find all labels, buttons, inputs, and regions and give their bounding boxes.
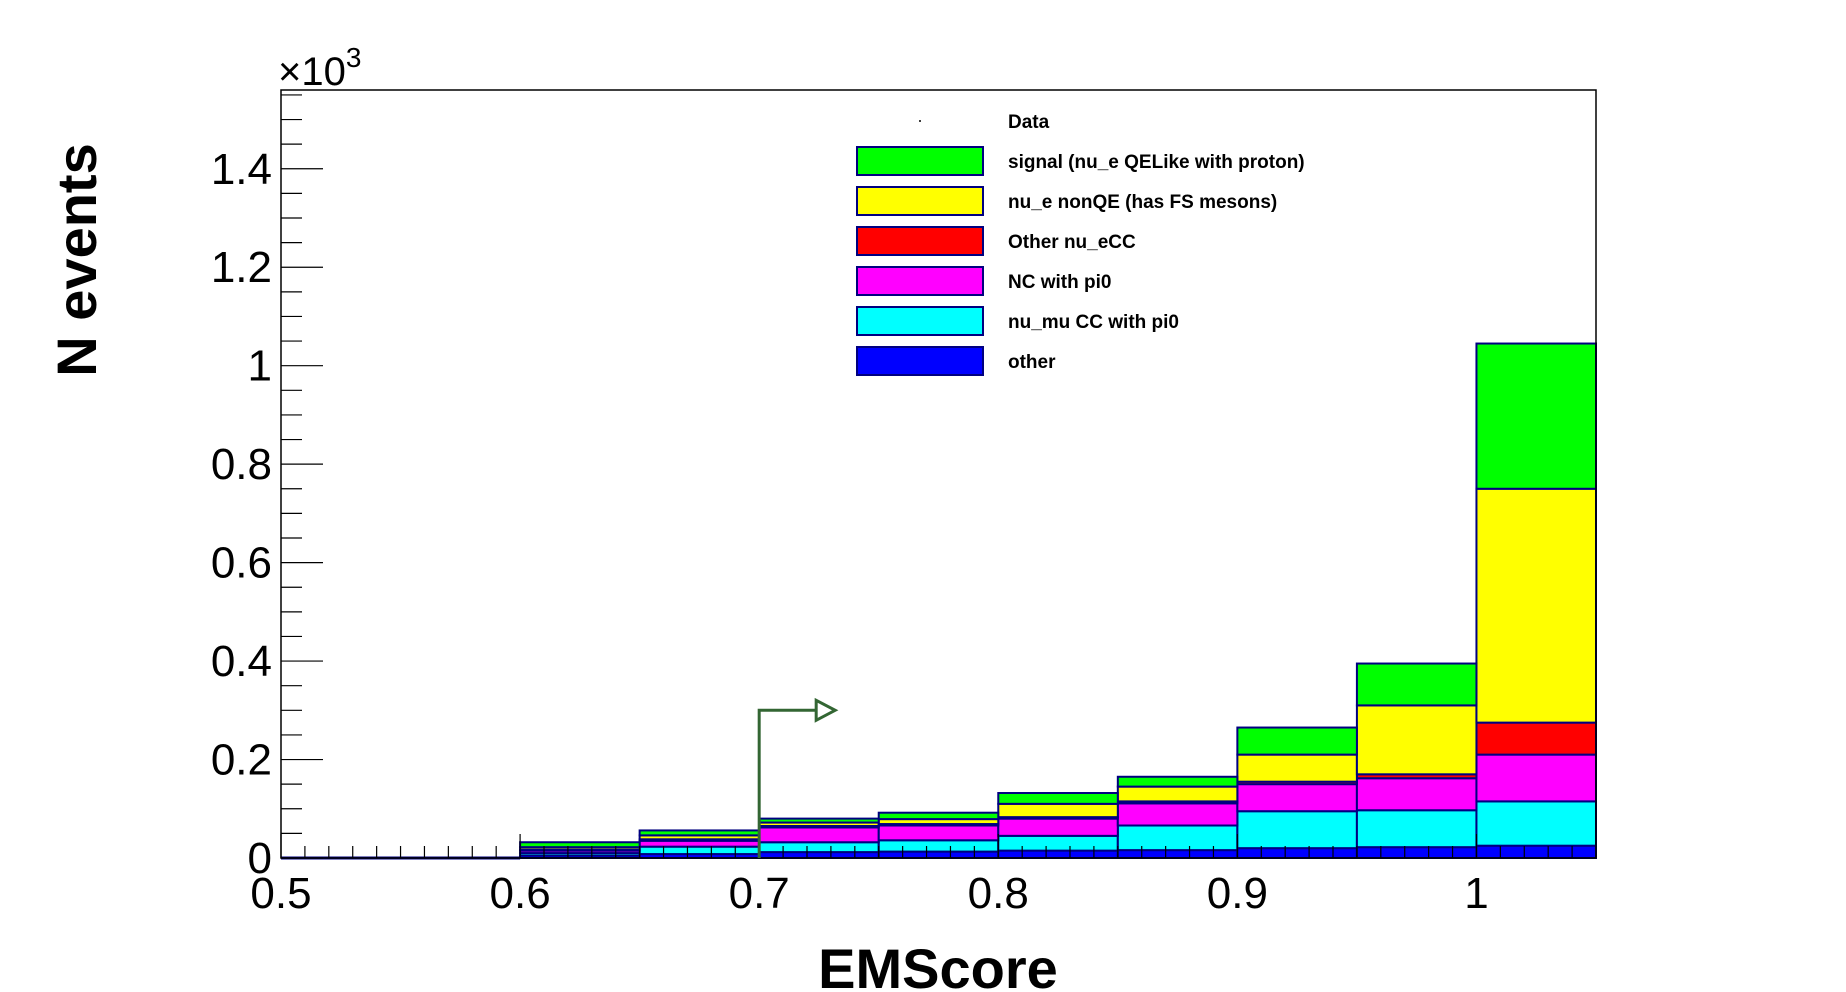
legend-label: signal (nu_e QELike with proton) [1008,152,1305,173]
bar [1355,809,1478,849]
bar [1236,726,1358,756]
legend-item: NC with pi0 [856,266,1111,296]
stacked-bars [281,342,1598,860]
bar [1355,704,1478,776]
bar [1236,847,1358,860]
plot-frame [280,89,1597,859]
legend-label: nu_e nonQE (has FS mesons) [1008,192,1277,213]
bar [758,817,880,824]
legend-label: NC with pi0 [1008,272,1111,293]
legend-label: Other nu_eCC [1008,232,1136,253]
bar [1116,802,1239,827]
y-tick-label: 1 [248,342,272,391]
bar [758,841,880,854]
legend-swatch [856,146,984,176]
bar [1475,342,1598,490]
legend: Data signal (nu_e QELike with proton) nu_e… [856,112,1305,376]
series-2 [519,753,1598,855]
bar [1116,849,1239,859]
bar [1475,844,1598,860]
bar [997,792,1119,805]
axes: 0.5 0.6 0.7 0.8 0.9 1 0 0.2 0.4 0.6 0.8 1 1.2 1.4 [211,94,1597,918]
legend-item: signal (nu_e QELike with proton) [856,146,1305,176]
legend-swatch [856,226,984,256]
x-tick-label: 0.7 [729,869,790,918]
y-multiplier-exponent: 3 [346,42,362,73]
y-tick-label: 0.8 [211,440,272,489]
legend-item: nu_mu CC with pi0 [856,306,1179,336]
x-tick-label: 0.8 [968,869,1029,918]
legend-item: Data [919,112,1050,133]
bar [1116,785,1239,803]
y-tick-label: 0 [248,834,272,883]
x-tick-label: 1 [1464,869,1488,918]
y-tick-label: 0.2 [211,736,272,785]
bar [1475,721,1598,756]
legend-item: Other nu_eCC [856,226,1136,256]
bar [877,824,1000,842]
legend-label: nu_mu CC with pi0 [1008,312,1179,333]
legend-swatch [856,306,984,336]
legend-label: other [1008,352,1056,373]
bar [1116,824,1239,852]
bar [997,802,1119,819]
cut-arrowhead [814,697,839,723]
y-multiplier: ×103 [278,42,361,94]
bar [1236,810,1358,850]
bar [758,826,880,844]
y-tick-label: 1.4 [211,145,272,194]
legend-marker [919,120,921,122]
bar [1116,775,1239,788]
bar [1475,753,1598,803]
legend-swatch [856,346,984,376]
bar [997,849,1119,859]
y-tick-label: 0.4 [211,637,272,686]
legend-label: Data [1008,112,1050,133]
series-5 [519,342,1598,849]
x-axis-label: EMScore [818,937,1058,992]
y-axis-label: N events [45,143,108,376]
y-multiplier-base: ×10 [278,50,346,94]
bar [1236,753,1358,783]
bar [638,829,761,837]
x-tick-label: 0.9 [1207,869,1268,918]
bar [997,834,1119,852]
bar [997,817,1119,837]
bar [519,841,641,849]
y-tick-label: 0.6 [211,539,272,588]
legend-item: other [856,346,1056,376]
bar [877,839,1000,853]
bar [1355,777,1478,812]
legend-swatch [856,266,984,296]
bar [1475,487,1598,724]
legend-item: nu_e nonQE (has FS mesons) [856,186,1277,216]
x-tick-label: 0.6 [490,869,551,918]
bar [1355,846,1478,860]
bar [1475,800,1598,847]
bar [1355,662,1478,707]
bar [1236,783,1358,813]
bar [877,811,1000,821]
legend-swatch [856,186,984,216]
y-tick-label: 1.2 [211,243,272,292]
cut-arrow [757,697,839,858]
series-1 [519,800,1598,857]
cut-line [757,708,820,858]
series-4 [519,487,1598,851]
bar [638,845,761,856]
x-tick-label: 0.5 [250,869,311,918]
